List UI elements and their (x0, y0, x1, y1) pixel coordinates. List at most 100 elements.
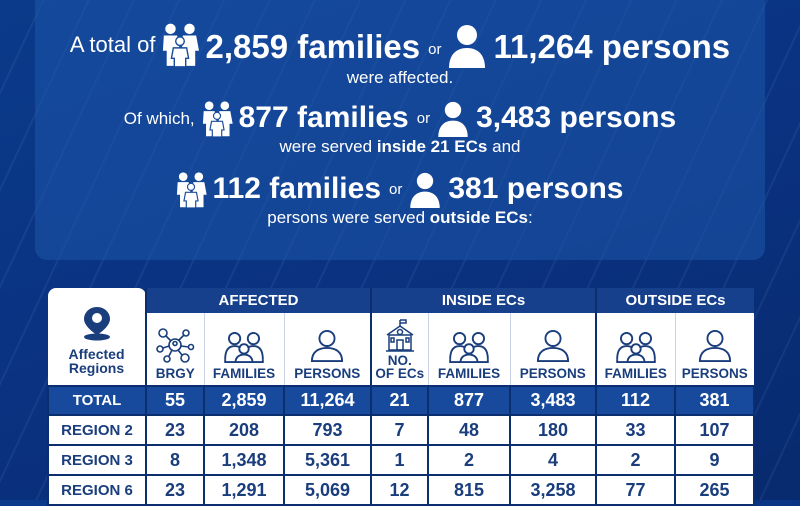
cell-outside-families: 112 (595, 385, 677, 416)
cell-affected-persons: 11,264 (282, 385, 373, 416)
group-header-outside: OUTSIDE ECs (595, 288, 755, 313)
or-text: or (416, 110, 431, 127)
affected-text: were affected. (346, 68, 454, 87)
inside-desc-pre: were served (279, 137, 377, 156)
outside-desc: persons were served outside ECs: (267, 208, 533, 228)
affected-regions-header: Affected Regions (48, 288, 146, 386)
cell-brgy: 23 (145, 474, 205, 506)
affected-regions-table: Affected Regions AFFECTED INSIDE ECs OUT… (47, 288, 756, 506)
family-outline-icon (205, 331, 284, 363)
total-prefix: A total of (69, 32, 156, 57)
cell-no-of-ecs: 21 (370, 385, 430, 416)
table-row-total: TOTAL 55 2,859 11,264 21 877 3,483 112 3… (47, 385, 756, 416)
col-header-brgy: BRGY (145, 313, 204, 386)
cell-inside-persons: 4 (509, 444, 598, 476)
col-header-affected-persons: PERSONS (283, 313, 372, 386)
row-name: REGION 6 (47, 474, 147, 506)
inside-desc: were served inside 21 ECs and (280, 137, 521, 157)
cell-affected-persons: 5,361 (282, 444, 373, 476)
row-name: REGION 3 (47, 444, 147, 476)
row-name: TOTAL (47, 385, 147, 416)
group-header-affected: AFFECTED (144, 288, 372, 313)
inside-desc-post: and (487, 137, 521, 156)
col-label-families: FAMILIES (437, 366, 501, 381)
family-outline-icon (597, 331, 675, 363)
family-outline-icon (429, 331, 510, 363)
col-header-inside-families: FAMILIES (427, 313, 511, 386)
or-text: or (389, 181, 403, 198)
cell-outside-families: 77 (595, 474, 677, 506)
cell-affected-persons: 5,069 (282, 474, 373, 506)
corner-label-line2: Regions (68, 360, 125, 376)
person-outline-icon (676, 329, 755, 363)
col-label-no: NO. (387, 353, 412, 368)
col-label-brgy: BRGY (155, 366, 195, 381)
summary-line-affected: were affected. (35, 66, 765, 90)
corner-label: Affected Regions (48, 347, 145, 385)
table-row: REGION 3 8 1,348 5,361 1 2 4 2 9 (47, 444, 756, 476)
col-header-no-of-ecs: NO. OF ECs (370, 313, 429, 386)
outside-desc-post: : (528, 208, 533, 227)
location-pin-icon (48, 305, 145, 341)
person-icon (447, 24, 487, 68)
summary-line-outside-desc: persons were served outside ECs: (35, 206, 765, 230)
col-header-outside-persons: PERSONS (674, 313, 755, 386)
person-icon (436, 101, 470, 137)
cell-affected-families: 1,348 (203, 444, 285, 476)
cell-no-of-ecs: 7 (370, 414, 430, 446)
cell-outside-persons: 381 (674, 385, 756, 416)
person-outline-icon (511, 329, 596, 363)
total-persons: 11,264 persons (493, 28, 731, 65)
total-families: 2,859 families (205, 28, 421, 65)
cell-brgy: 55 (145, 385, 205, 416)
family-icon (201, 101, 233, 137)
group-header-inside: INSIDE ECs (370, 288, 597, 313)
summary-line-total: A total of 2,859 families or 11,264 pers… (35, 10, 765, 68)
cell-inside-families: 877 (427, 385, 512, 416)
cell-inside-families: 815 (427, 474, 512, 506)
family-icon (161, 22, 199, 68)
table-row: REGION 6 23 1,291 5,069 12 815 3,258 77 … (47, 474, 756, 506)
col-header-inside-persons: PERSONS (509, 313, 597, 386)
inside-desc-bold: inside 21 ECs (376, 137, 488, 156)
col-label-families: FAMILIES (604, 366, 667, 381)
person-icon (408, 172, 442, 208)
summary-line-outside: 112 families or 381 persons (35, 162, 765, 208)
cell-affected-families: 208 (203, 414, 285, 446)
family-icon (175, 172, 207, 208)
summary-panel: A total of 2,859 families or 11,264 pers… (35, 0, 765, 260)
cell-affected-families: 2,859 (203, 385, 285, 416)
cell-inside-families: 48 (427, 414, 512, 446)
network-icon (147, 327, 204, 363)
school-icon (372, 319, 428, 353)
col-label-persons: PERSONS (294, 366, 361, 381)
cell-inside-persons: 3,258 (509, 474, 598, 506)
col-label-families: FAMILIES (212, 366, 276, 381)
cell-affected-persons: 793 (282, 414, 373, 446)
col-label-persons: PERSONS (681, 366, 748, 381)
cell-affected-families: 1,291 (203, 474, 285, 506)
cell-no-of-ecs: 12 (370, 474, 430, 506)
col-label-persons: PERSONS (519, 366, 586, 381)
corner-label-line1: Affected (68, 346, 125, 362)
inside-families: 877 families (238, 101, 409, 134)
cell-brgy: 8 (145, 444, 205, 476)
col-label-of-ecs: OF ECs (375, 366, 425, 381)
row-name: REGION 2 (47, 414, 147, 446)
cell-outside-families: 33 (595, 414, 677, 446)
table-row: REGION 2 23 208 793 7 48 180 33 107 (47, 414, 756, 446)
outside-desc-bold: outside ECs (429, 208, 529, 227)
cell-outside-persons: 107 (674, 414, 756, 446)
of-which-prefix: Of which, (123, 109, 195, 128)
cell-brgy: 23 (145, 414, 205, 446)
inside-persons: 3,483 persons (476, 101, 677, 134)
outside-persons: 381 persons (448, 172, 624, 205)
or-text: or (428, 41, 442, 58)
person-outline-icon (285, 329, 371, 363)
outside-desc-pre: persons were served (267, 208, 430, 227)
col-header-outside-families: FAMILIES (595, 313, 676, 386)
cell-inside-persons: 3,483 (509, 385, 598, 416)
col-label-no-of-ecs: NO. OF ECs (372, 354, 428, 385)
col-header-affected-families: FAMILIES (203, 313, 284, 386)
cell-inside-persons: 180 (509, 414, 598, 446)
